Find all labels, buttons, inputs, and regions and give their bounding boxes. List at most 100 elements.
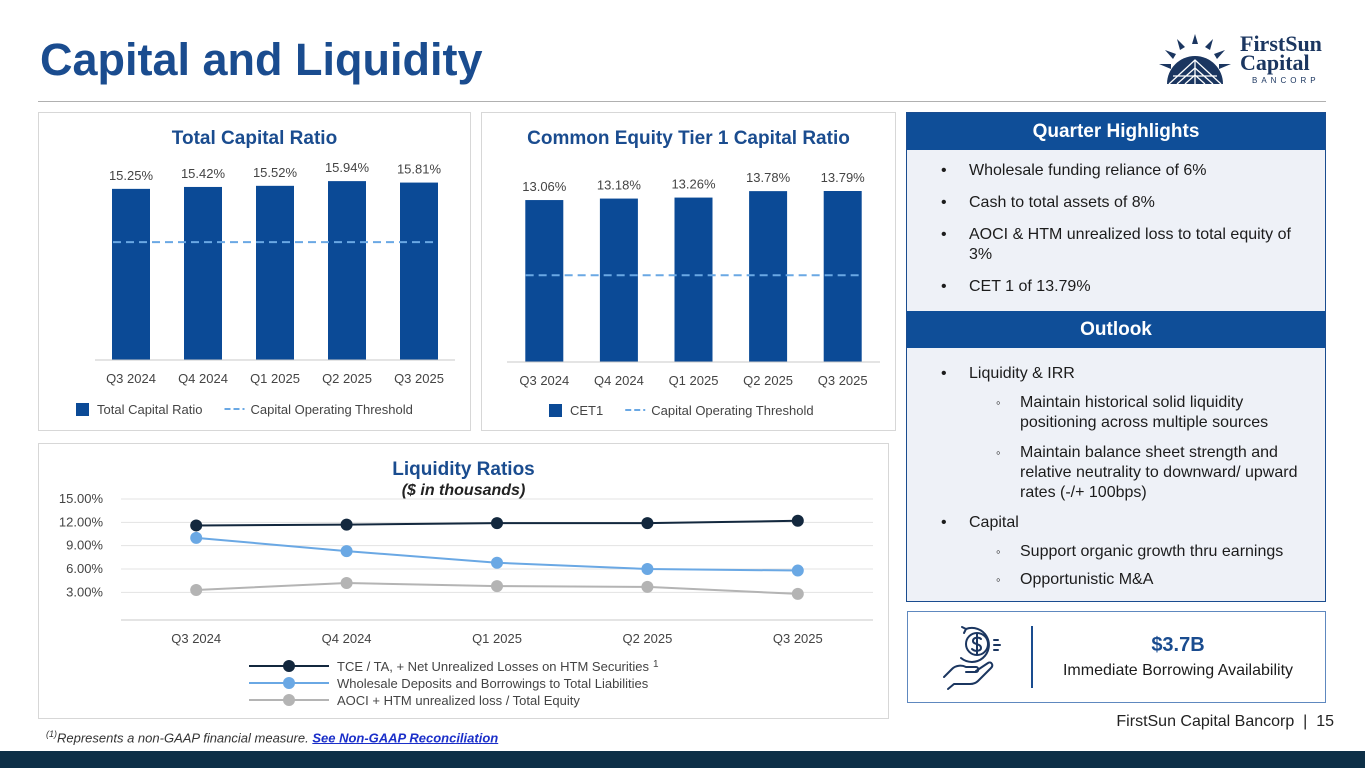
- total-capital-ratio-chart: 15.25% Q3 2024 15.42% Q4 2024 15.52% Q1 2025 1…: [76, 160, 455, 417]
- data-label: 13.06%: [522, 179, 567, 194]
- y-tick-label: 9.00%: [66, 538, 103, 553]
- outlook-subitem: ◦ Support organic growth thru earnings: [996, 543, 1284, 560]
- page-title: Capital and Liquidity: [40, 34, 483, 85]
- liquidity-ratios-panel: Liquidity Ratios ($ in thousands) 3.00% 6…: [38, 443, 889, 719]
- quarter-highlights-body: • Wholesale funding reliance of 6% • Cash …: [907, 150, 1325, 311]
- data-point: [340, 518, 353, 531]
- data-point: [641, 580, 654, 593]
- chart-title: Liquidity Ratios: [392, 459, 535, 480]
- legend-swatch-marker: [283, 677, 295, 689]
- highlight-item: • Cash to total assets of 8%: [941, 194, 1155, 211]
- x-tick-label: Q2 2025: [743, 373, 793, 388]
- y-tick-label: 6.00%: [66, 561, 103, 576]
- bar: [525, 200, 564, 362]
- legend-label: Total Capital Ratio: [97, 402, 203, 417]
- outlook-subitem: ◦ Maintain balance sheet strength and rel…: [996, 444, 1298, 501]
- data-label: 13.78%: [746, 170, 791, 185]
- x-tick-label: Q4 2024: [594, 373, 644, 388]
- bar: [599, 198, 638, 362]
- hand-dollar-icon: [943, 626, 1001, 690]
- data-point: [641, 563, 654, 575]
- data-point: [791, 514, 804, 527]
- x-tick-label: Q2 2025: [622, 631, 672, 646]
- data-label: 15.52%: [253, 165, 298, 180]
- data-point: [190, 519, 203, 532]
- data-point: [190, 584, 203, 596]
- footnote: (1)Represents a non-GAAP financial measu…: [46, 729, 499, 746]
- chart-title: Common Equity Tier 1 Capital Ratio: [527, 128, 850, 149]
- data-point: [340, 577, 353, 589]
- y-tick-label: 3.00%: [66, 584, 103, 599]
- cet1-ratio-chart: 13.06% Q3 2024 13.18% Q4 2024 13.26% Q1 2025 1…: [507, 170, 880, 418]
- x-tick-label: Q1 2025: [669, 373, 719, 388]
- data-label: 13.18%: [597, 178, 642, 193]
- borrowing-value: $3.7B: [1151, 634, 1205, 656]
- outlook-item: • Capital: [941, 514, 1019, 531]
- x-tick-label: Q3 2025: [818, 373, 868, 388]
- total-capital-ratio-panel: Total Capital Ratio 15.25% Q3 2024 15.42% Q…: [38, 112, 471, 431]
- chart-subtitle: ($ in thousands): [401, 482, 526, 499]
- data-point: [491, 580, 503, 593]
- bar: [184, 186, 222, 360]
- bar: [112, 188, 150, 360]
- card-divider: [1031, 626, 1033, 688]
- data-label: 15.42%: [181, 166, 226, 181]
- outlook-header: Outlook: [907, 311, 1325, 348]
- non-gaap-reconciliation-link[interactable]: See Non-GAAP Reconciliation: [312, 730, 499, 746]
- chart-title: Total Capital Ratio: [171, 128, 338, 149]
- data-point: [491, 517, 503, 530]
- highlight-item: • AOCI & HTM unrealized loss to total equ…: [941, 226, 1291, 263]
- sunburst-logo-icon: [1159, 34, 1231, 85]
- quarter-highlights-header: Quarter Highlights: [907, 113, 1325, 150]
- bar: [823, 191, 862, 362]
- legend-swatch-marker: [283, 660, 295, 672]
- legend-swatch-marker: [283, 694, 295, 706]
- legend-label: TCE / TA, + Net Unrealized Losses on HTM…: [337, 659, 649, 674]
- data-point: [791, 587, 804, 600]
- legend-swatch-bar: [76, 403, 89, 416]
- x-tick-label: Q4 2024: [322, 631, 372, 646]
- borrowing-availability-card: $3.7B Immediate Borrowing Availability: [907, 611, 1326, 703]
- data-point: [340, 545, 353, 558]
- data-point: [641, 517, 654, 530]
- logo-wordmark: FirstSun Capital: [1240, 31, 1322, 75]
- liquidity-ratios-chart: 3.00% 6.00% 9.00% 12.00% 15.00% Q3 2024 Q4 202…: [59, 491, 873, 708]
- footer-bar: [0, 751, 1365, 768]
- x-tick-label: Q1 2025: [250, 371, 300, 386]
- data-label: 15.25%: [109, 168, 154, 183]
- data-point: [491, 556, 503, 569]
- x-tick-label: Q3 2024: [171, 631, 221, 646]
- data-label: 15.94%: [325, 160, 370, 175]
- outlook-item: • Liquidity & IRR: [941, 365, 1075, 382]
- logo-subtitle: BANCORP: [1252, 76, 1320, 85]
- y-tick-label: 15.00%: [59, 491, 104, 506]
- company-logo: FirstSun Capital BANCORP: [1155, 30, 1335, 90]
- data-label: 13.26%: [671, 177, 716, 192]
- x-tick-label: Q3 2025: [773, 631, 823, 646]
- highlight-item: • Wholesale funding reliance of 6%: [941, 162, 1207, 179]
- data-point: [190, 531, 203, 544]
- x-tick-label: Q4 2024: [178, 371, 228, 386]
- outlook-subitem: ◦ Maintain historical solid liquidity pos…: [996, 394, 1269, 431]
- footer-company: FirstSun Capital Bancorp | 15: [1116, 713, 1334, 730]
- legend-label: AOCI + HTM unrealized loss / Total Equit…: [337, 693, 580, 708]
- title-divider: [38, 101, 1326, 102]
- data-label: 15.81%: [397, 162, 442, 177]
- data-label: 13.79%: [821, 170, 866, 185]
- bar: [400, 182, 438, 360]
- y-tick-label: 12.00%: [59, 514, 104, 529]
- x-tick-label: Q3 2025: [394, 371, 444, 386]
- bar: [749, 191, 788, 362]
- bar: [328, 181, 366, 360]
- legend-label: Capital Operating Threshold: [251, 402, 413, 417]
- legend-swatch-bar: [549, 404, 562, 417]
- legend-label: CET1: [570, 403, 603, 418]
- legend-label: Wholesale Deposits and Borrowings to Tot…: [337, 676, 649, 691]
- legend-label: Capital Operating Threshold: [651, 403, 813, 418]
- bar: [256, 185, 294, 360]
- x-tick-label: Q3 2024: [519, 373, 569, 388]
- borrowing-label: Immediate Borrowing Availability: [1062, 662, 1294, 679]
- outlook-subitem: ◦ Opportunistic M&A: [996, 571, 1154, 588]
- x-tick-label: Q2 2025: [322, 371, 372, 386]
- highlight-item: • CET 1 of 13.79%: [941, 278, 1091, 295]
